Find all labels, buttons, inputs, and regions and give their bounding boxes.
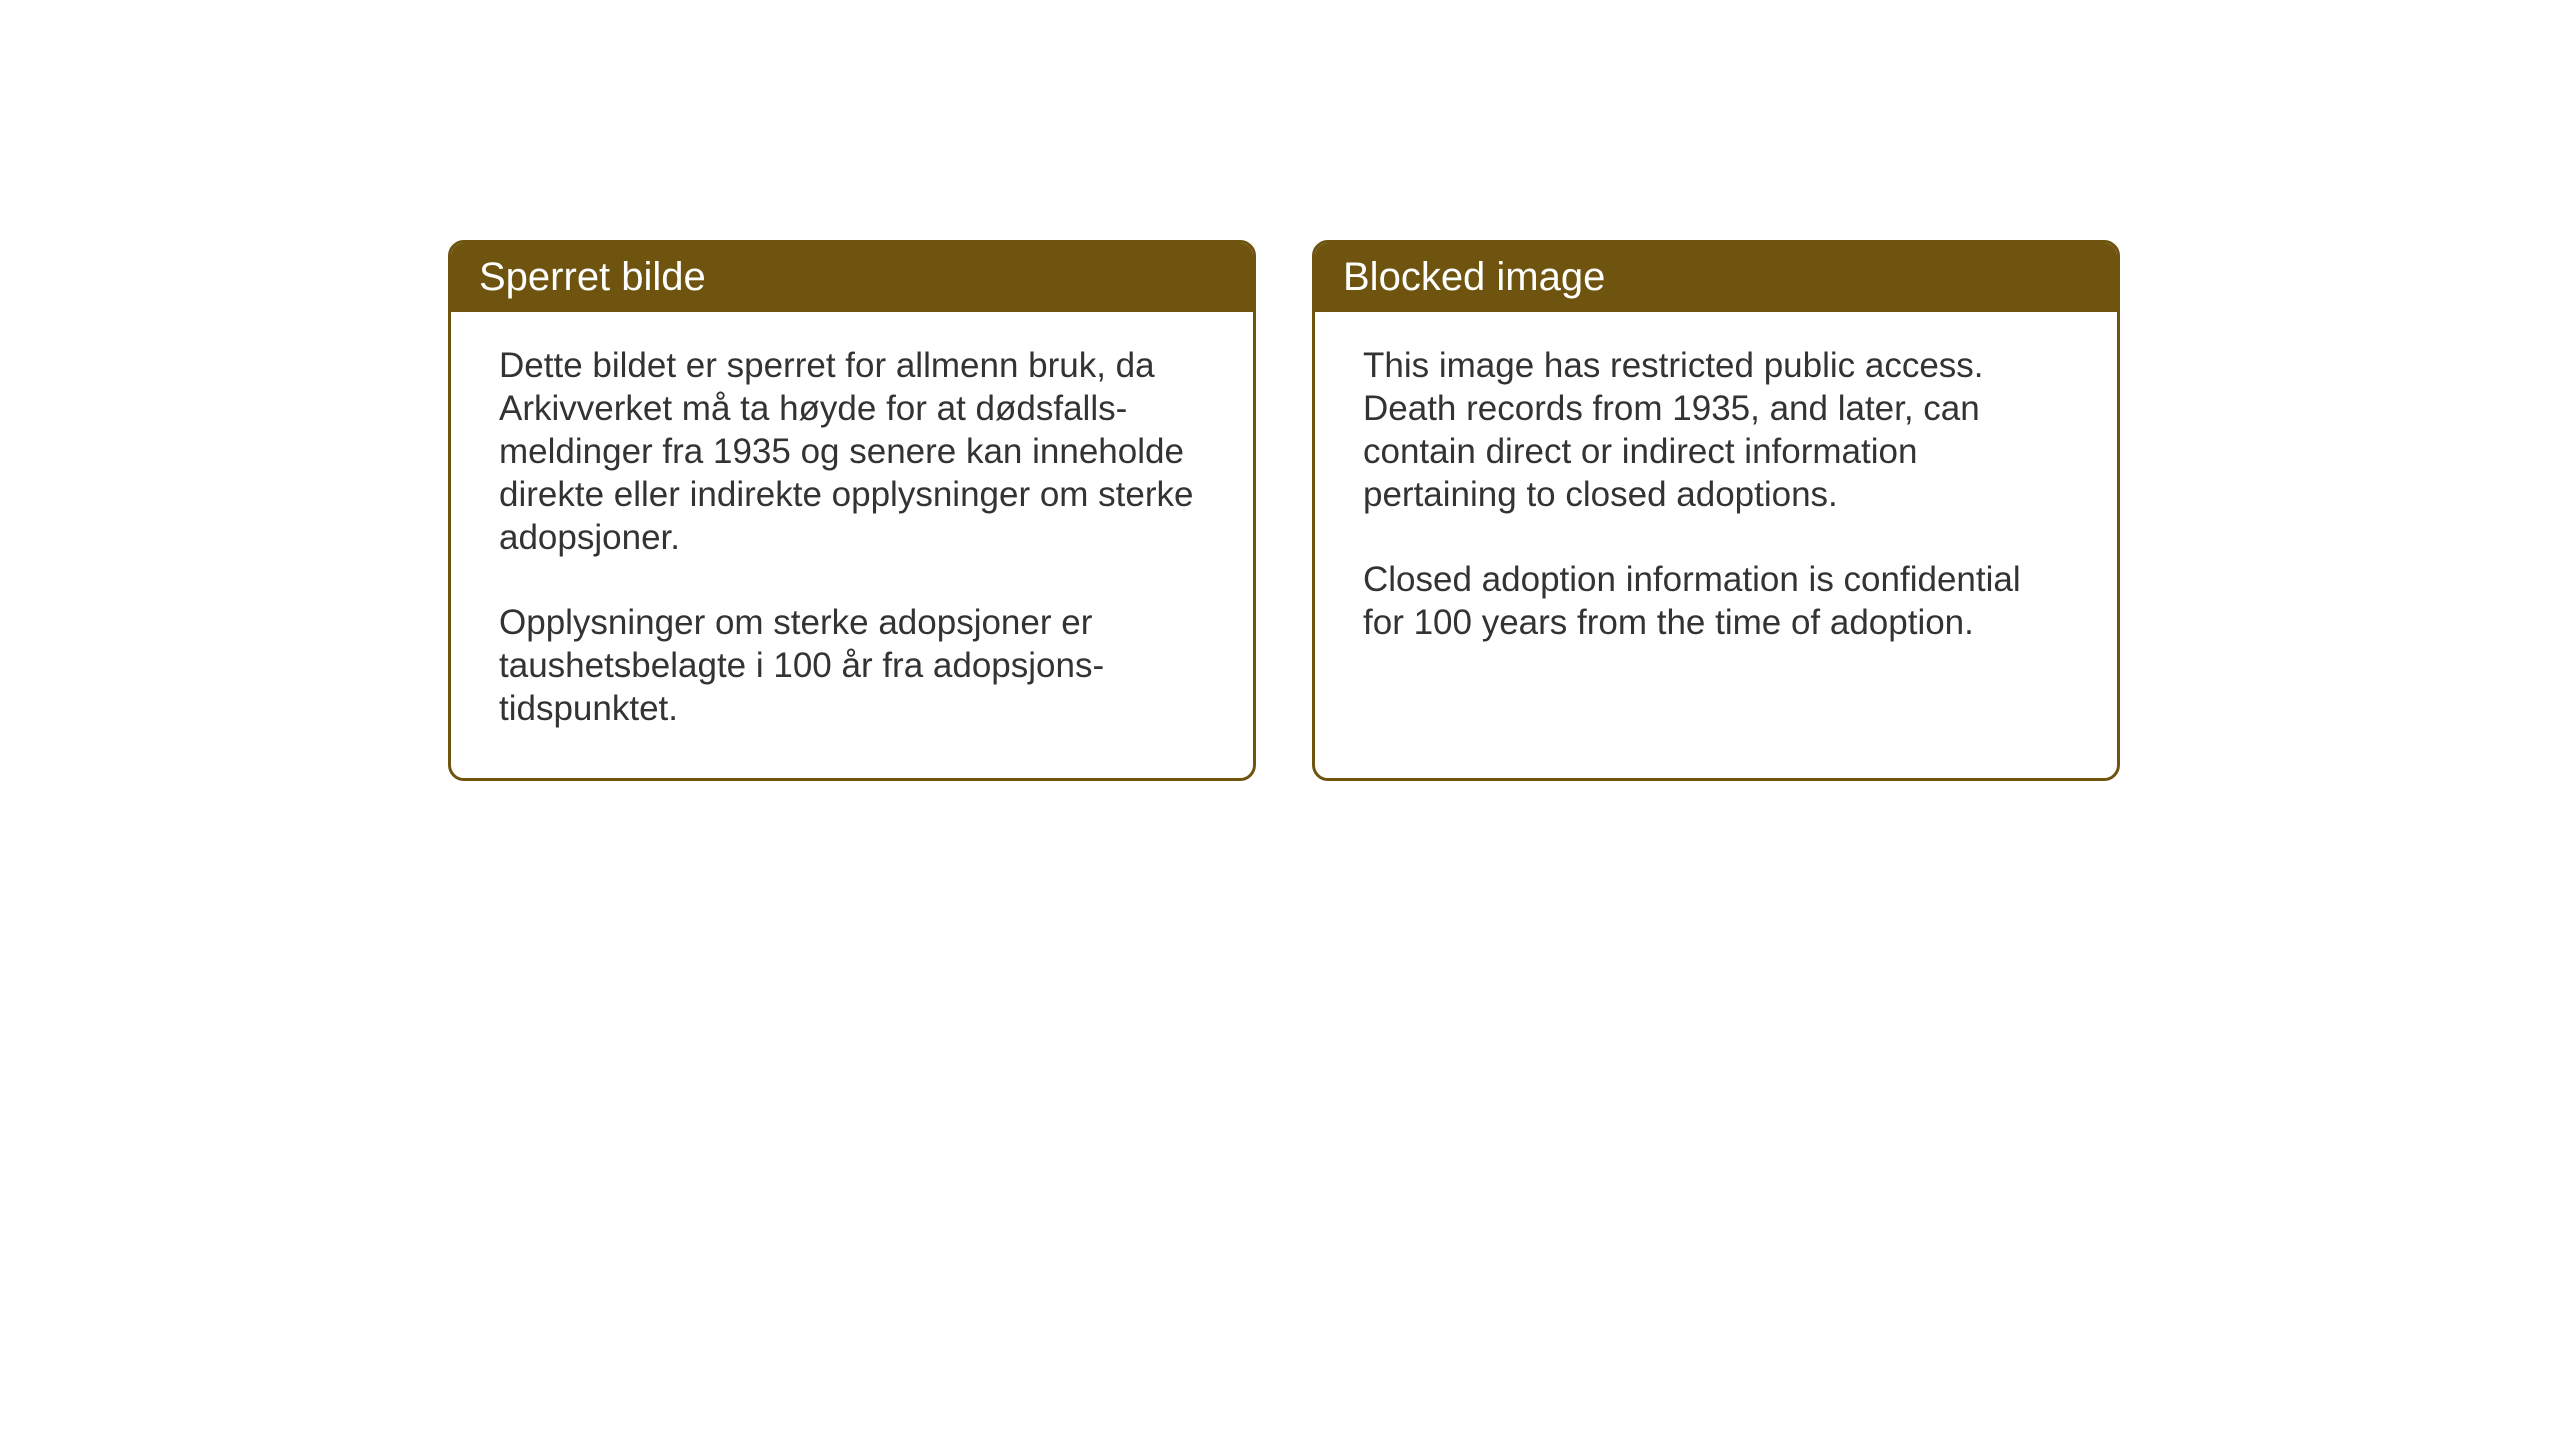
english-paragraph-1: This image has restricted public access.…	[1363, 344, 2069, 516]
norwegian-card-body: Dette bildet er sperret for allmenn bruk…	[451, 312, 1253, 778]
english-paragraph-2: Closed adoption information is confident…	[1363, 558, 2069, 644]
norwegian-card-title: Sperret bilde	[479, 255, 706, 299]
norwegian-paragraph-2: Opplysninger om sterke adopsjoner er tau…	[499, 601, 1205, 730]
notice-container: Sperret bilde Dette bildet er sperret fo…	[448, 240, 2120, 781]
english-notice-card: Blocked image This image has restricted …	[1312, 240, 2120, 781]
norwegian-paragraph-1: Dette bildet er sperret for allmenn bruk…	[499, 344, 1205, 559]
english-card-body: This image has restricted public access.…	[1315, 312, 2117, 692]
norwegian-notice-card: Sperret bilde Dette bildet er sperret fo…	[448, 240, 1256, 781]
english-card-title: Blocked image	[1343, 255, 1605, 299]
norwegian-card-header: Sperret bilde	[451, 243, 1253, 312]
english-card-header: Blocked image	[1315, 243, 2117, 312]
